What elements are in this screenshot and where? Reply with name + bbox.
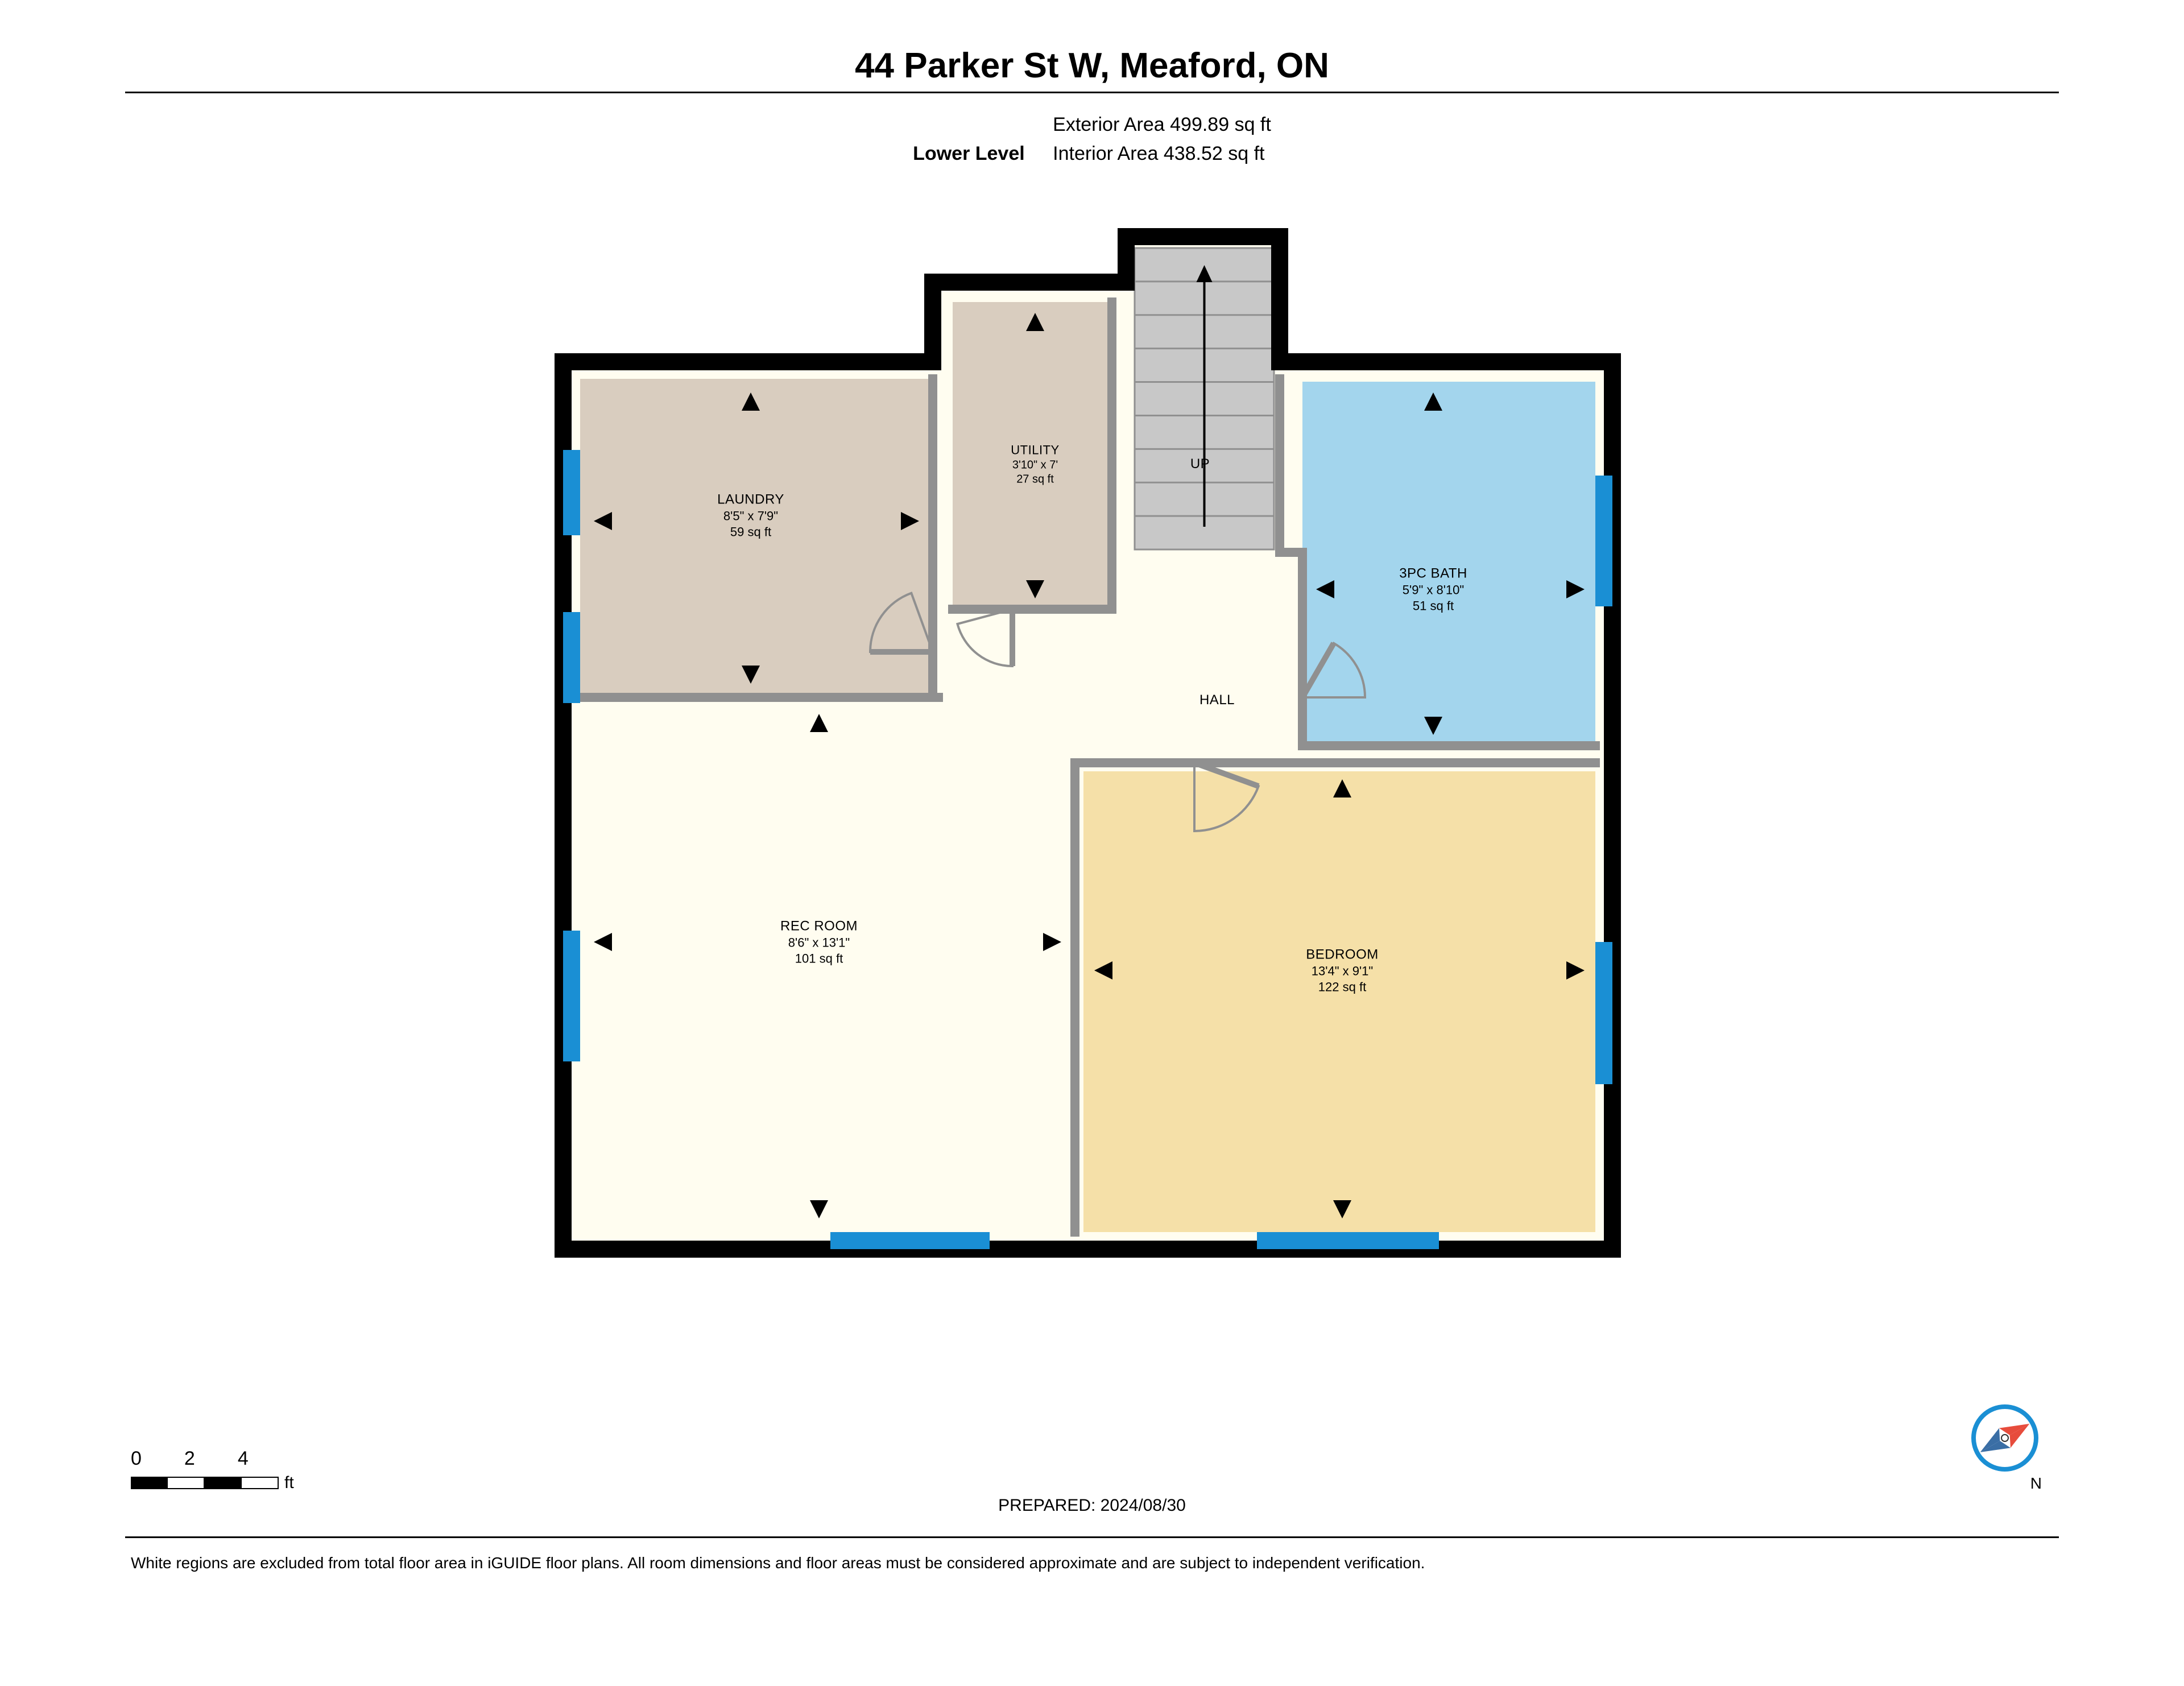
scale-2: 2 — [184, 1448, 195, 1470]
scale-4: 4 — [238, 1448, 249, 1470]
utility-label: UTILITY 3'10" x 7' 27 sq ft — [1011, 442, 1059, 486]
laundry-label: LAUNDRY 8'5" x 7'9" 59 sq ft — [717, 491, 784, 540]
recroom-label: REC ROOM 8'6" x 13'1" 101 sq ft — [780, 918, 858, 966]
title-underline — [125, 92, 2059, 93]
scale: 0 2 4 ft — [131, 1448, 294, 1493]
bath-label: 3PC BATH 5'9" x 8'10" 51 sq ft — [1399, 565, 1467, 614]
floorplan-svg — [466, 203, 1718, 1283]
interior-area: 438.52 sq ft — [1164, 143, 1265, 164]
scale-0: 0 — [131, 1448, 142, 1470]
area-info: Lower Level Exterior Area 499.89 sq ft I… — [125, 110, 2059, 168]
scale-unit: ft — [284, 1473, 294, 1493]
compass-n: N — [1968, 1474, 2042, 1493]
floorplan: LAUNDRY 8'5" x 7'9" 59 sq ft UTILITY 3'1… — [466, 203, 1718, 1283]
bedroom-label: BEDROOM 13'4" x 9'1" 122 sq ft — [1306, 947, 1379, 995]
compass-icon: N — [1968, 1401, 2042, 1493]
up-label: UP — [1190, 456, 1210, 473]
page-title: 44 Parker St W, Meaford, ON — [125, 46, 2059, 86]
hall-label: HALL — [1199, 692, 1235, 709]
exterior-area: 499.89 sq ft — [1170, 114, 1271, 135]
interior-label: Interior Area — [1053, 143, 1158, 164]
prepared-date: PREPARED: 2024/08/30 — [998, 1496, 1186, 1515]
disclaimer: White regions are excluded from total fl… — [131, 1554, 2053, 1572]
scale-bar — [131, 1477, 279, 1489]
footer-line — [125, 1536, 2059, 1538]
exterior-label: Exterior Area — [1053, 114, 1165, 135]
level-name: Lower Level — [913, 143, 1025, 164]
